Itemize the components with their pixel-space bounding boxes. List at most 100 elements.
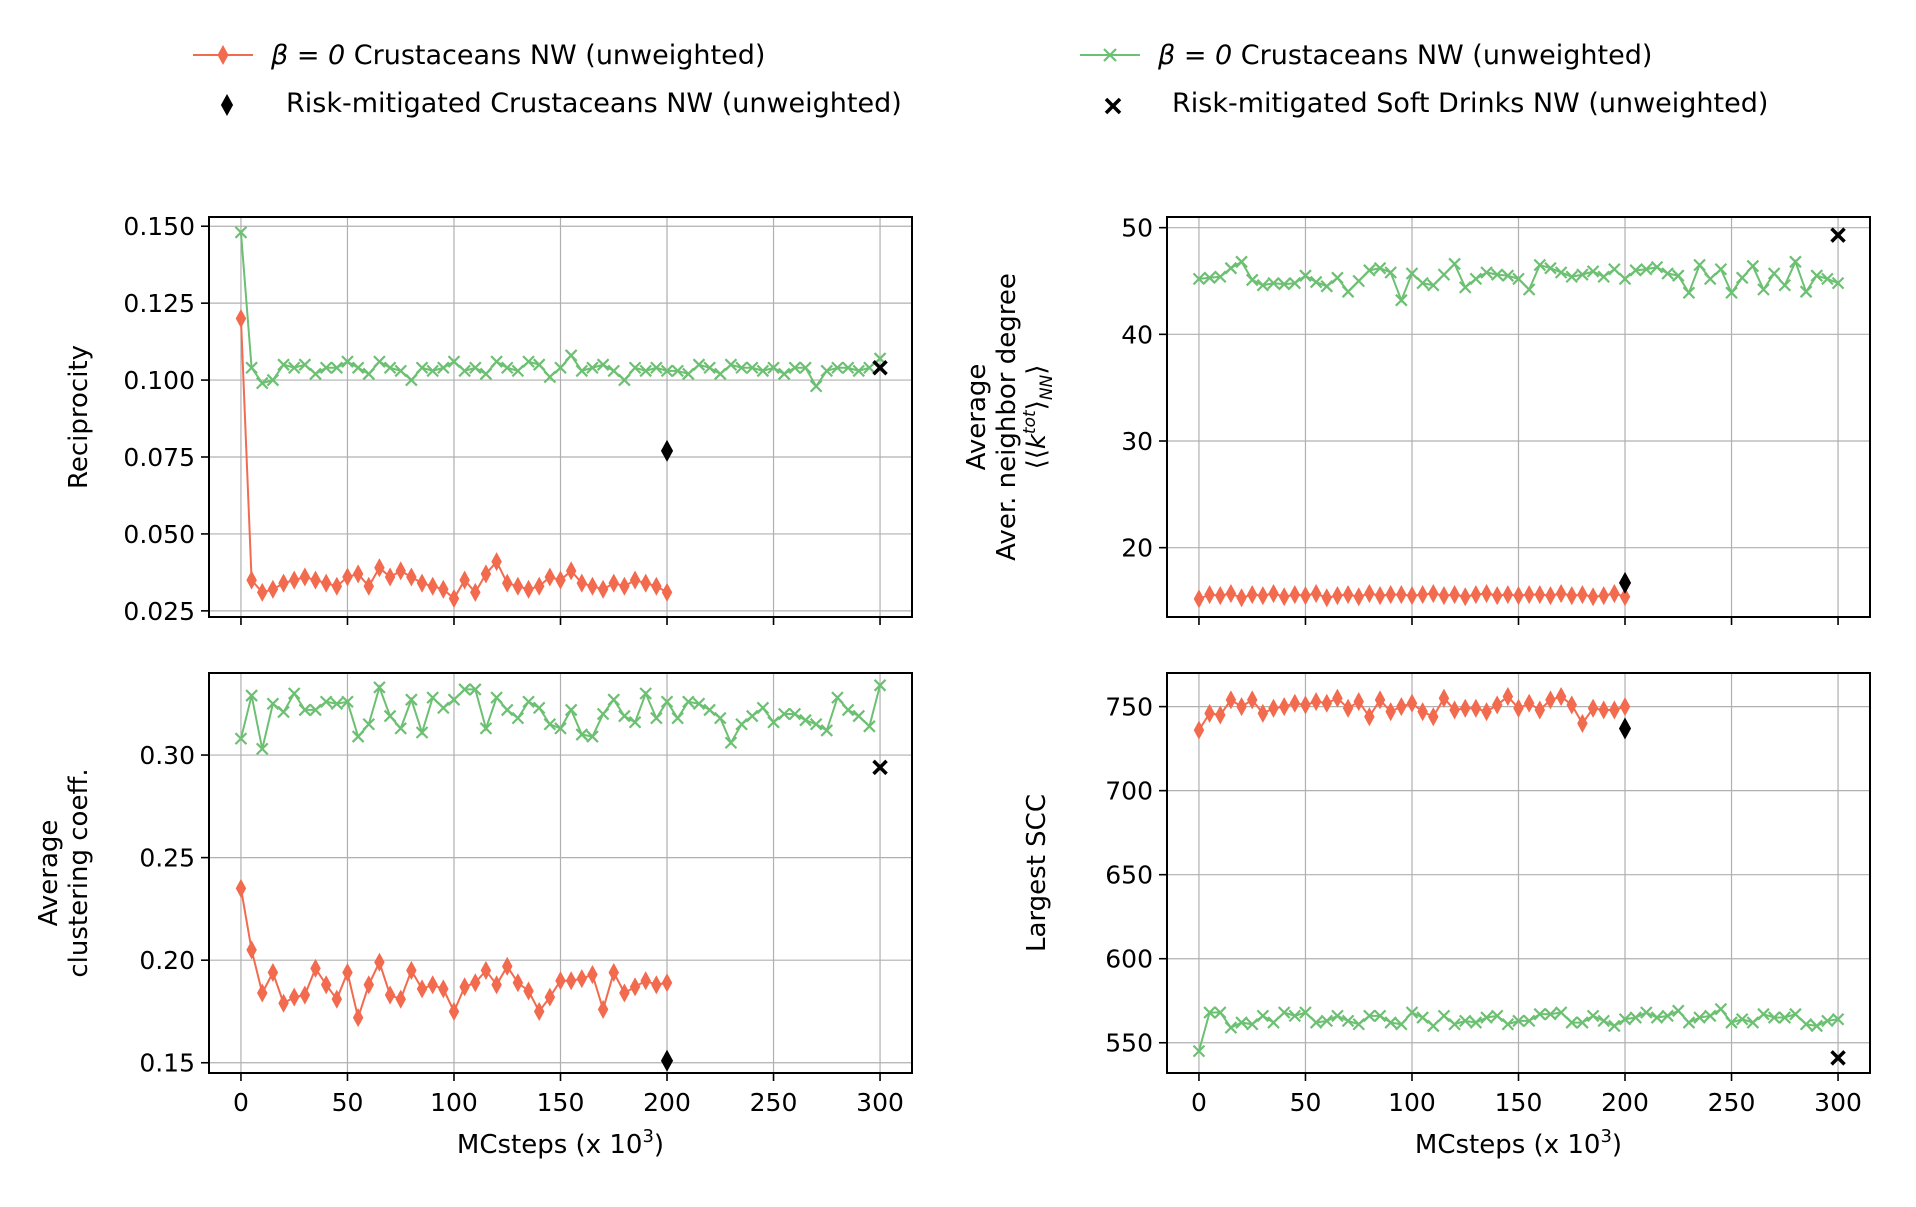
data-point: [448, 589, 460, 609]
data-point: [1778, 278, 1792, 292]
data-point: [1778, 1011, 1792, 1024]
data-point: [1501, 269, 1515, 282]
data-point: [383, 361, 397, 375]
data-point: [1417, 702, 1428, 722]
data-point: [692, 358, 706, 371]
x-tick-label: 250: [750, 1088, 798, 1117]
data-point: [1502, 585, 1514, 605]
data-point: [320, 573, 332, 593]
y-tick-label: 0.30: [139, 741, 195, 770]
point-rm_soft: [872, 759, 888, 776]
data-point: [235, 878, 247, 898]
data-point: [511, 711, 525, 725]
legend-marker-soft: [1103, 48, 1117, 62]
data-point: [629, 977, 641, 997]
data-point: [373, 681, 386, 694]
data-point: [470, 973, 481, 993]
data-point: [362, 367, 376, 381]
y-tick-label: 0.100: [123, 366, 195, 395]
y-tick-label: 50: [1121, 214, 1153, 243]
data-point: [363, 975, 375, 995]
x-tick-label: 0: [233, 1088, 249, 1117]
data-point: [351, 730, 365, 743]
data-point: [298, 703, 312, 717]
data-point: [1481, 583, 1492, 604]
data-point: [500, 703, 514, 717]
legend: β = 0 Crustaceans NW (unweighted) β = 0 …: [193, 40, 1768, 119]
data-point: [1204, 703, 1215, 723]
legend-marker-crust-icon: [217, 44, 229, 66]
x-tick-label: 300: [856, 1088, 904, 1117]
data-point: [458, 364, 471, 378]
point-rm_soft: [1830, 1050, 1846, 1066]
data-point: [1299, 269, 1312, 282]
data-point: [1523, 693, 1535, 713]
data-point: [724, 736, 738, 750]
data-point: [682, 367, 695, 381]
data-point: [597, 579, 609, 599]
data-point: [1193, 720, 1205, 740]
data-point: [1373, 261, 1387, 275]
data-point: [234, 226, 248, 239]
data-point: [1671, 269, 1685, 282]
data-point: [1224, 1021, 1238, 1034]
data-point: [1364, 707, 1375, 727]
data-point: [426, 691, 439, 704]
data-point: [331, 989, 343, 1009]
data-point: [1278, 587, 1290, 607]
data-point: [554, 722, 567, 735]
data-point: [1257, 586, 1269, 606]
data-point: [533, 1001, 545, 1021]
data-point: [1246, 585, 1258, 605]
data-point: [458, 683, 471, 696]
data-point: [863, 720, 876, 733]
data-point: [544, 987, 556, 1007]
data-point: [1619, 697, 1631, 717]
data-point: [1289, 585, 1301, 605]
data-point: [427, 975, 438, 995]
data-point: [1332, 688, 1343, 708]
data-point: [724, 358, 738, 371]
data-point: [459, 570, 470, 590]
data-point: [533, 576, 545, 596]
data-point: [852, 709, 866, 723]
data-point: [777, 367, 791, 381]
data-point: [266, 697, 280, 711]
data-point: [1545, 690, 1556, 710]
data-point: [841, 361, 855, 375]
data-point: [1512, 1014, 1525, 1028]
data-point: [619, 983, 630, 1003]
data-point: [1320, 1014, 1334, 1028]
y-tick-label: 700: [1105, 777, 1153, 806]
data-point: [1417, 585, 1428, 605]
data-point: [1438, 688, 1450, 708]
data-point: [1363, 264, 1376, 277]
data-point: [491, 975, 502, 995]
data-point: [363, 576, 375, 596]
x-tick-label: 200: [1601, 1088, 1649, 1117]
data-point: [1193, 589, 1205, 609]
data-point: [479, 367, 493, 381]
data-point: [309, 703, 322, 717]
data-point: [427, 576, 438, 596]
data-point: [628, 361, 642, 375]
data-point: [703, 703, 716, 717]
data-point: [596, 707, 610, 721]
data-point: [438, 979, 449, 999]
data-point: [1533, 258, 1547, 272]
data-point: [384, 567, 396, 587]
legend-marker-rm-soft-icon: [1104, 97, 1122, 115]
data-point: [820, 364, 834, 378]
data-point: [1821, 272, 1834, 286]
data-point: [671, 711, 684, 725]
legend-marker-soft-icon: [1103, 48, 1117, 62]
data-point: [1767, 1011, 1781, 1024]
data-point: [1225, 583, 1237, 604]
data-point: [1363, 1009, 1376, 1023]
data-point: [608, 962, 620, 983]
data-point: [1427, 1019, 1440, 1033]
data-point: [405, 373, 418, 387]
data-point: [1501, 1017, 1515, 1031]
y-tick-label: 750: [1105, 693, 1153, 722]
data-point: [629, 570, 641, 590]
